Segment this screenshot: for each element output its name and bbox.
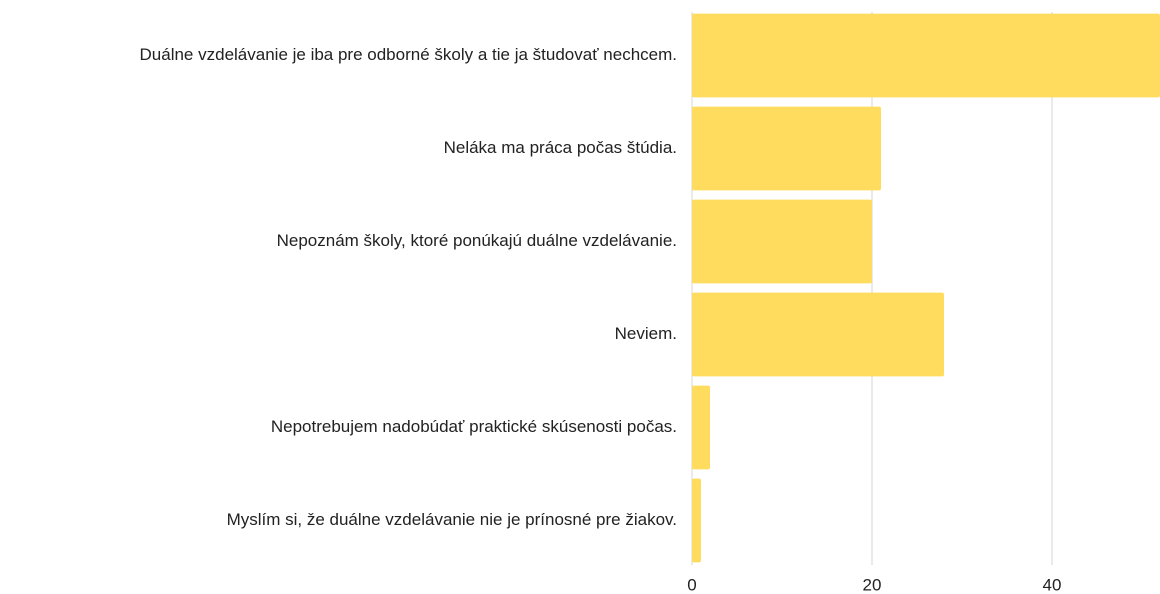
bar <box>692 199 872 284</box>
bar <box>692 292 944 377</box>
bar <box>692 385 710 470</box>
x-tick-label: 20 <box>863 575 882 594</box>
y-tick-label: Duálne vzdelávanie je iba pre odborné šk… <box>140 45 677 64</box>
x-tick-label: 40 <box>1043 575 1062 594</box>
bar <box>692 13 1160 98</box>
x-tick-label: 0 <box>687 575 696 594</box>
y-tick-label: Nepotrebujem nadobúdať praktické skúseno… <box>271 417 677 436</box>
y-tick-label: Neviem. <box>615 324 677 343</box>
y-tick-label: Myslím si, že duálne vzdelávanie nie je … <box>227 510 677 529</box>
y-tick-label: Nepoznám školy, ktoré ponúkajú duálne vz… <box>277 231 677 250</box>
y-tick-label: Neláka ma práca počas štúdia. <box>444 138 677 157</box>
bar <box>692 106 881 191</box>
bar <box>692 478 701 563</box>
